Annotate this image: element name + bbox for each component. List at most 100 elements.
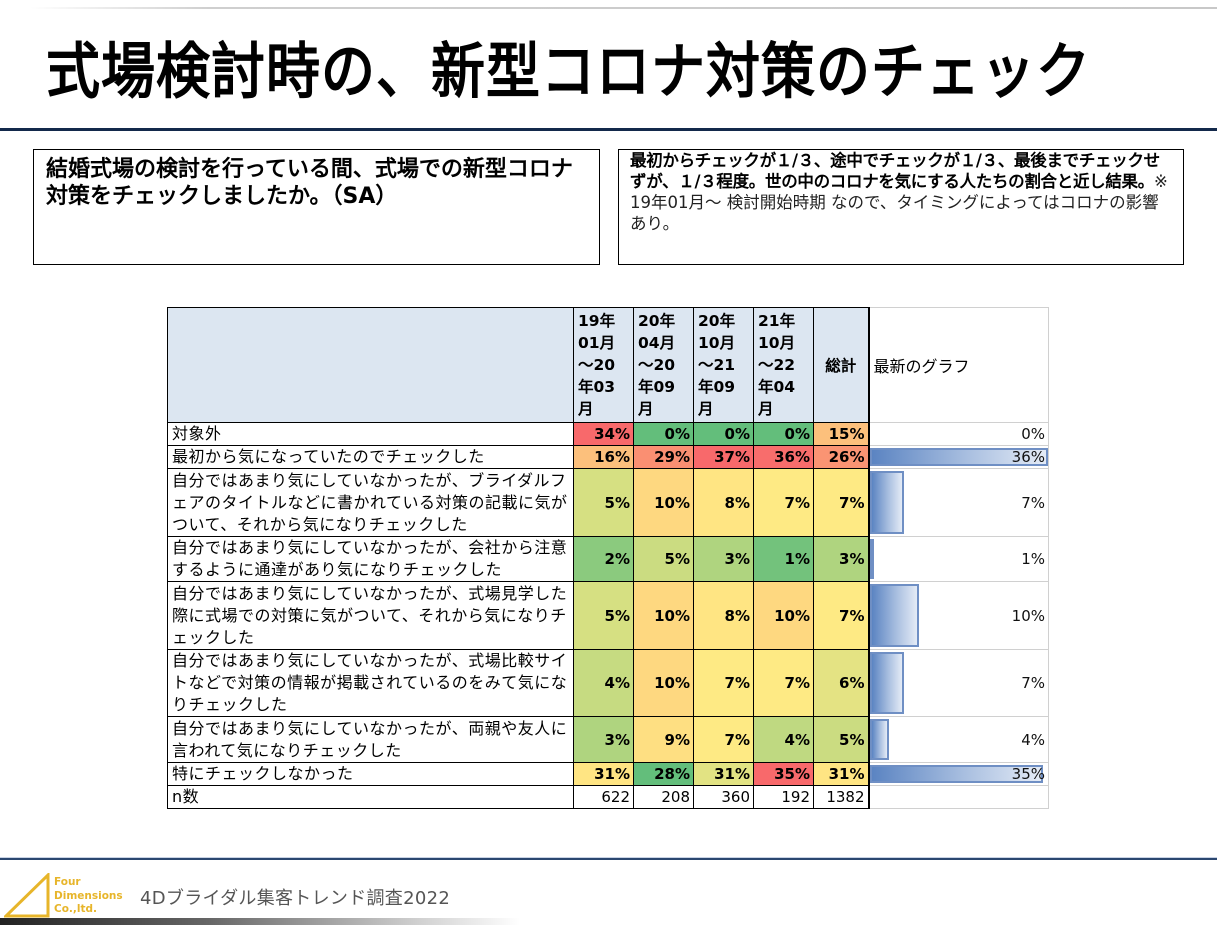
n-count-cell: 1382: [813, 785, 869, 809]
row-label: n数: [167, 785, 574, 809]
value-cell: 7%: [693, 716, 754, 763]
value-cell: 34%: [573, 422, 634, 446]
row-label: 自分ではあまり気にしていなかったが、式場見学した際に式場での対策に気がついて、そ…: [167, 581, 574, 650]
table-body: 対象外 34% 0% 0% 0% 15% 0% 最初から気になっていたのでチェックした 16% 2…: [167, 422, 1049, 809]
bar-value-label: 7%: [1021, 674, 1045, 692]
value-cell: 29%: [633, 445, 694, 469]
value-cell: 5%: [573, 468, 634, 537]
table-row: 自分ではあまり気にしていなかったが、両親や友人に言われて気になりチェックした 3%…: [167, 716, 1049, 763]
latest-bar-cell: 7%: [867, 649, 1049, 717]
latest-bar-cell: 10%: [867, 581, 1049, 650]
footer-divider: [0, 857, 1217, 860]
table-row: 対象外 34% 0% 0% 0% 15% 0%: [167, 422, 1049, 446]
top-decorative-line: [30, 7, 1217, 9]
bar-value-label: 36%: [1011, 448, 1045, 466]
table-row: 最初から気になっていたのでチェックした 16% 29% 37% 36% 26% 36%: [167, 445, 1049, 469]
graph-header: 最新のグラフ: [867, 307, 1049, 423]
period-header: 21年 10月 ～22 年04 月: [753, 307, 814, 423]
value-cell: 3%: [573, 716, 634, 763]
value-cell: 10%: [633, 468, 694, 537]
note-box: 最初からチェックが１/３、途中でチェックが１/３、最後までチェックせずが、１/３…: [618, 149, 1184, 265]
total-cell: 26%: [813, 445, 869, 469]
note-summary: 最初からチェックが１/３、途中でチェックが１/３、最後までチェックせずが、１/３…: [630, 151, 1160, 191]
table-row: 自分ではあまり気にしていなかったが、式場比較サイトなどで対策の情報が掲載されてい…: [167, 649, 1049, 717]
value-cell: 8%: [693, 581, 754, 650]
empty-graph-cell: [867, 785, 1049, 809]
table-row: 自分ではあまり気にしていなかったが、式場見学した際に式場での対策に気がついて、そ…: [167, 581, 1049, 650]
value-cell: 2%: [573, 536, 634, 582]
latest-bar: [869, 539, 875, 579]
total-cell: 5%: [813, 716, 869, 763]
value-cell: 0%: [693, 422, 754, 446]
table-row: 特にチェックしなかった 31% 28% 31% 35% 31% 35%: [167, 762, 1049, 786]
latest-bar: [869, 652, 905, 714]
latest-bar: [869, 584, 920, 647]
value-cell: 5%: [633, 536, 694, 582]
period-header: 20年 04月 ～20 年09 月: [633, 307, 694, 423]
value-cell: 0%: [753, 422, 814, 446]
row-label: 特にチェックしなかった: [167, 762, 574, 786]
value-cell: 9%: [633, 716, 694, 763]
value-cell: 10%: [753, 581, 814, 650]
total-cell: 3%: [813, 536, 869, 582]
latest-bar: [869, 719, 890, 760]
total-cell: 31%: [813, 762, 869, 786]
value-cell: 0%: [633, 422, 694, 446]
latest-bar-cell: 0%: [867, 422, 1049, 446]
period-header: 19年 01月 ～20 年03 月: [573, 307, 634, 423]
bar-value-label: 10%: [1011, 606, 1045, 625]
total-cell: 7%: [813, 468, 869, 537]
row-label: 自分ではあまり気にしていなかったが、両親や友人に言われて気になりチェックした: [167, 716, 574, 763]
value-cell: 28%: [633, 762, 694, 786]
question-text: 結婚式場の検討を行っている間、式場での新型コロナ対策をチェックしましたか。（SA…: [46, 157, 573, 209]
bar-value-label: 0%: [1021, 425, 1045, 443]
corner-header: [167, 307, 574, 423]
n-count-cell: 208: [633, 785, 694, 809]
n-count-cell: 622: [573, 785, 634, 809]
page-title: 式場検討時の、新型コロナ対策のチェック: [46, 36, 1091, 107]
value-cell: 10%: [633, 581, 694, 650]
row-label: 対象外: [167, 422, 574, 446]
latest-bar: [869, 765, 1044, 783]
value-cell: 35%: [753, 762, 814, 786]
n-count-cell: 360: [693, 785, 754, 809]
company-logo-text: Four Dimensions Co.,ltd.: [54, 876, 123, 915]
value-cell: 36%: [753, 445, 814, 469]
note-caveat: ※ 19年01月～ 検討開始時期 なので、タイミングによってはコロナの影響あり。: [630, 171, 1168, 233]
table-row: 自分ではあまり気にしていなかったが、会社から注意するように通達があり気になりチェ…: [167, 536, 1049, 582]
bar-value-label: 35%: [1011, 765, 1045, 783]
value-cell: 8%: [693, 468, 754, 537]
total-cell: 15%: [813, 422, 869, 446]
value-cell: 4%: [573, 649, 634, 717]
footer-title: 4Dブライダル集客トレンド調査2022: [140, 888, 451, 909]
total-cell: 7%: [813, 581, 869, 650]
value-cell: 37%: [693, 445, 754, 469]
value-cell: 31%: [693, 762, 754, 786]
value-cell: 7%: [753, 468, 814, 537]
period-header: 20年 10月 ～21 年09 月: [693, 307, 754, 423]
survey-table: 19年 01月 ～20 年03 月 20年 04月 ～20 年09 月 20年 …: [167, 307, 1049, 809]
value-cell: 3%: [693, 536, 754, 582]
row-label: 自分ではあまり気にしていなかったが、会社から注意するように通達があり気になりチェ…: [167, 536, 574, 582]
logo-triangle-icon: [4, 873, 50, 918]
value-cell: 7%: [753, 649, 814, 717]
total-header: 総計: [813, 307, 869, 423]
value-cell: 5%: [573, 581, 634, 650]
bar-value-label: 7%: [1021, 493, 1045, 512]
value-cell: 7%: [693, 649, 754, 717]
row-label: 自分ではあまり気にしていなかったが、ブライダルフェアのタイトルなどに書かれている…: [167, 468, 574, 537]
header-divider: [0, 128, 1217, 131]
question-box: 結婚式場の検討を行っている間、式場での新型コロナ対策をチェックしましたか。（SA…: [33, 149, 600, 265]
table-header-row: 19年 01月 ～20 年03 月 20年 04月 ～20 年09 月 20年 …: [167, 307, 1049, 423]
footer-shadow: [0, 918, 520, 925]
n-count-row: n数 622 208 360 192 1382: [167, 785, 1049, 809]
value-cell: 10%: [633, 649, 694, 717]
latest-bar-cell: 36%: [867, 445, 1049, 469]
value-cell: 16%: [573, 445, 634, 469]
value-cell: 4%: [753, 716, 814, 763]
value-cell: 1%: [753, 536, 814, 582]
latest-bar-cell: 7%: [867, 468, 1049, 537]
row-label: 自分ではあまり気にしていなかったが、式場比較サイトなどで対策の情報が掲載されてい…: [167, 649, 574, 717]
latest-bar-cell: 35%: [867, 762, 1049, 786]
bar-value-label: 4%: [1021, 730, 1045, 749]
